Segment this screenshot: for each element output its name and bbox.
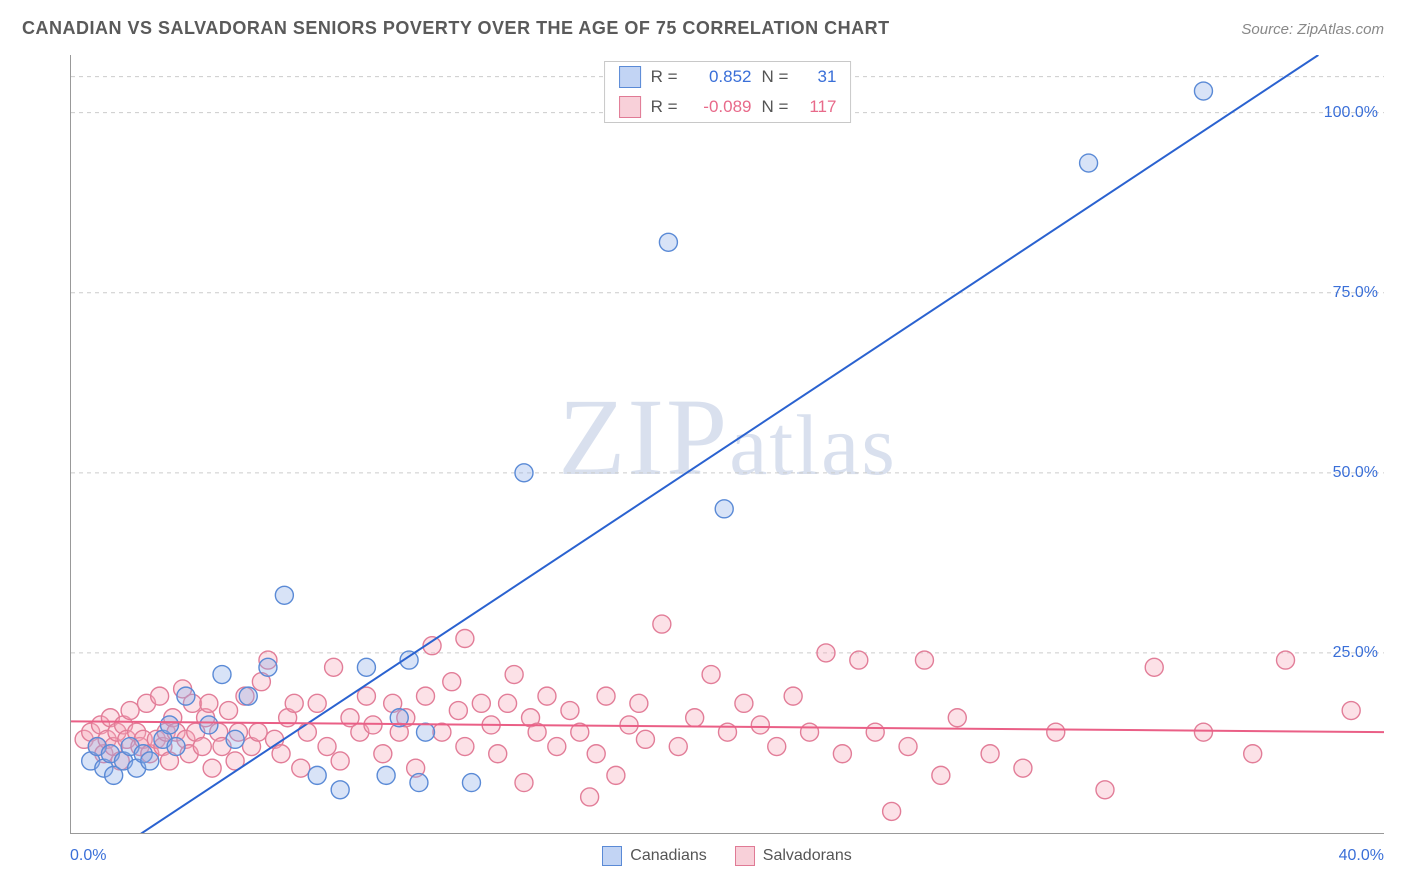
plot-area: ZIPatlas R = 0.852 N = 31 R = -0.089 N =… (70, 55, 1384, 834)
legend-item-salvadorans: Salvadorans (735, 846, 852, 866)
legend-label-salvadorans: Salvadorans (763, 847, 852, 865)
series-legend: Canadians Salvadorans (602, 846, 851, 866)
r-value-salvadorans: -0.089 (688, 97, 752, 117)
chart-title: CANADIAN VS SALVADORAN SENIORS POVERTY O… (22, 18, 890, 39)
x-axis-bar: 0.0% Canadians Salvadorans 40.0% (70, 838, 1384, 874)
swatch-pink-icon (735, 846, 755, 866)
stats-row-canadians: R = 0.852 N = 31 (605, 62, 851, 92)
swatch-blue-icon (602, 846, 622, 866)
chart-header: CANADIAN VS SALVADORAN SENIORS POVERTY O… (0, 0, 1406, 47)
y-tick-label: 75.0% (1333, 284, 1378, 302)
n-value-salvadorans: 117 (798, 97, 836, 117)
source-attribution: Source: ZipAtlas.com (1241, 21, 1384, 38)
swatch-pink-icon (619, 96, 641, 118)
y-tick-label: 100.0% (1324, 104, 1378, 122)
n-label: N = (762, 67, 789, 87)
n-value-canadians: 31 (798, 67, 836, 87)
x-min-label: 0.0% (70, 847, 106, 865)
r-label: R = (651, 67, 678, 87)
plot-svg (71, 55, 1384, 833)
x-max-label: 40.0% (1339, 847, 1384, 865)
legend-label-canadians: Canadians (630, 847, 707, 865)
y-tick-label: 50.0% (1333, 464, 1378, 482)
legend-item-canadians: Canadians (602, 846, 707, 866)
chart-container: Seniors Poverty Over the Age of 75 ZIPat… (22, 55, 1384, 874)
stats-row-salvadorans: R = -0.089 N = 117 (605, 92, 851, 122)
y-tick-label: 25.0% (1333, 644, 1378, 662)
r-value-canadians: 0.852 (688, 67, 752, 87)
swatch-blue-icon (619, 66, 641, 88)
r-label: R = (651, 97, 678, 117)
stats-legend: R = 0.852 N = 31 R = -0.089 N = 117 (604, 61, 852, 123)
source-name: ZipAtlas.com (1297, 21, 1384, 38)
source-prefix: Source: (1241, 21, 1297, 38)
n-label: N = (762, 97, 789, 117)
